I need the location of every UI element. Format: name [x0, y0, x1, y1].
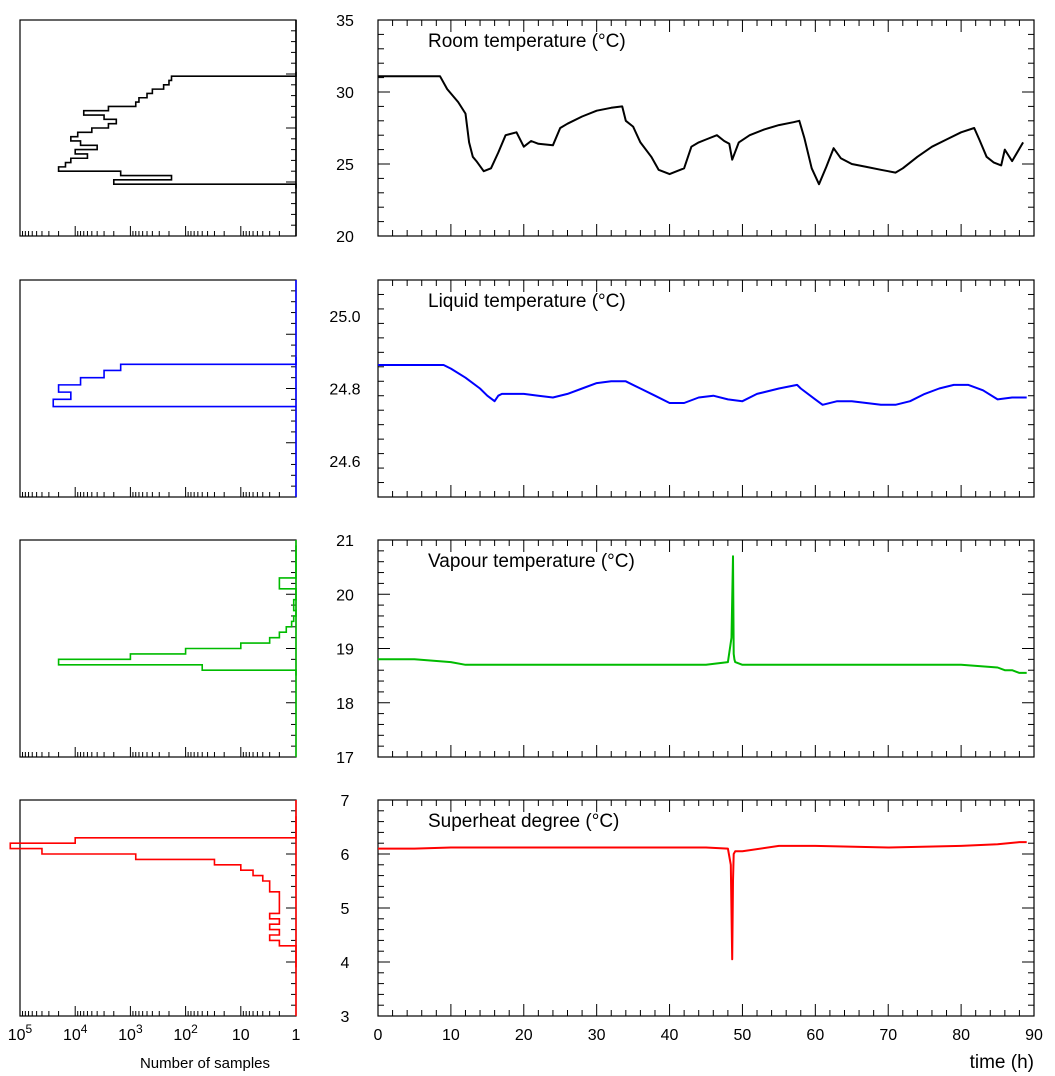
y-tick-label: 4 [341, 955, 350, 972]
histogram-outline [52, 357, 297, 408]
histogram-panel-1 [19, 19, 297, 237]
panel-title: Superheat degree (°C) [428, 811, 619, 832]
histogram-x-tick-label: 105 [8, 1022, 33, 1044]
plot-frame [377, 539, 1035, 758]
histogram-x-tick-label: 104 [63, 1022, 88, 1044]
histogram-x-tick-label: 1 [292, 1027, 301, 1044]
y-tick-label: 25 [336, 157, 354, 174]
x-tick-label: 90 [1025, 1027, 1043, 1044]
panel-2: 24.6 24.8 25.0 Liquid temperature (°C) [19, 279, 1035, 498]
x-tick-label: 60 [806, 1027, 824, 1044]
y-tick-label: 24.8 [329, 382, 360, 399]
panel-title: Room temperature (°C) [428, 31, 626, 52]
x-tick-label: 10 [442, 1027, 460, 1044]
y-tick-label: 7 [341, 793, 350, 810]
timeseries-panel-1: 20 25 30 35 Room temperature (°C) [336, 13, 1035, 246]
y-tick-label: 3 [341, 1009, 350, 1026]
histogram-outline [57, 71, 297, 189]
histogram-x-tick-label: 103 [118, 1022, 143, 1044]
histogram-frame [19, 799, 297, 1017]
histogram-outline [9, 816, 297, 968]
time-x-axis-label: time (h) [970, 1052, 1034, 1073]
y-tick-label: 25.0 [329, 309, 360, 326]
histogram-frame [19, 19, 297, 237]
histogram-panel-4: 105 104 103 102 10 1 [8, 799, 301, 1044]
x-tick-label: 20 [515, 1027, 533, 1044]
histogram-x-tick-label: 10 [232, 1027, 250, 1044]
x-tick-label: 70 [879, 1027, 897, 1044]
x-tick-label: 0 [374, 1027, 383, 1044]
timeseries-panel-2: 24.6 24.8 25.0 Liquid temperature (°C) [329, 279, 1035, 498]
x-tick-label: 40 [661, 1027, 679, 1044]
panel-3: 17 18 19 20 21 Vapour temperature (°C) [19, 533, 1035, 767]
histogram-panel-3 [19, 539, 297, 758]
plot-frame [377, 799, 1035, 1017]
y-tick-label: 18 [336, 696, 354, 713]
series-line [378, 75, 1024, 186]
histogram-frame [19, 539, 297, 758]
panel-title: Liquid temperature (°C) [428, 291, 626, 312]
panel-1: 20 25 30 35 Room temperature (°C) [19, 13, 1035, 246]
histogram-frame [19, 279, 297, 498]
histogram-panel-2 [19, 279, 297, 498]
plot-frame [377, 19, 1035, 237]
y-tick-label: 20 [336, 587, 354, 604]
series-line [378, 555, 1027, 674]
y-tick-label: 6 [341, 847, 350, 864]
histogram-x-tick-label: 102 [173, 1022, 198, 1044]
timeseries-panel-3: 17 18 19 20 21 Vapour temperature (°C) [336, 533, 1035, 767]
y-tick-label: 24.6 [329, 454, 360, 471]
y-tick-label: 35 [336, 13, 354, 30]
y-tick-label: 30 [336, 85, 354, 102]
x-tick-label: 80 [952, 1027, 970, 1044]
y-tick-label: 20 [336, 229, 354, 246]
x-tick-label: 30 [588, 1027, 606, 1044]
x-tick-label: 50 [734, 1027, 752, 1044]
y-tick-label: 17 [336, 750, 354, 767]
series-line [378, 841, 1027, 961]
plot-frame [377, 279, 1035, 498]
histogram-x-axis-label: Number of samples [140, 1055, 270, 1072]
series-line [378, 364, 1027, 406]
y-tick-label: 21 [336, 533, 354, 550]
y-tick-label: 19 [336, 642, 354, 659]
histogram-outline [57, 545, 297, 676]
panel-title: Vapour temperature (°C) [428, 551, 635, 572]
y-tick-label: 5 [341, 901, 350, 918]
